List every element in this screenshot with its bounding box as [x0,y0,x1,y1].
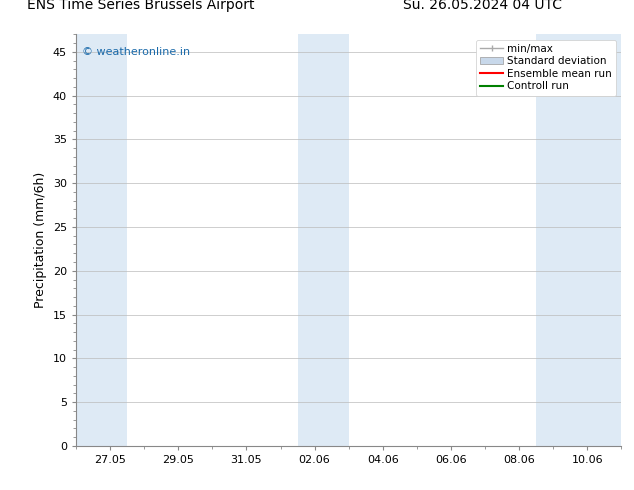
Text: ENS Time Series Brussels Airport: ENS Time Series Brussels Airport [27,0,254,12]
Bar [536,34,621,446]
Legend: min/max, Standard deviation, Ensemble mean run, Controll run: min/max, Standard deviation, Ensemble me… [476,40,616,96]
Bar [297,34,349,446]
Text: © weatheronline.in: © weatheronline.in [82,47,190,57]
Bar [76,34,127,446]
Y-axis label: Precipitation (mm/6h): Precipitation (mm/6h) [34,172,48,308]
Text: Su. 26.05.2024 04 UTC: Su. 26.05.2024 04 UTC [403,0,562,12]
